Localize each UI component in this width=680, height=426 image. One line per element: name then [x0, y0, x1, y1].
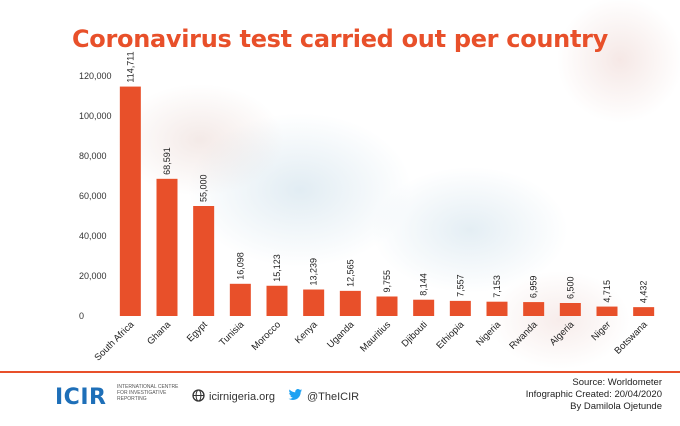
bar	[193, 206, 215, 316]
bar	[413, 299, 435, 316]
twitter-handle: @TheICIR	[307, 390, 360, 403]
source-text: Source: Worldometer	[572, 377, 662, 388]
chart-title: Coronavirus test carried out per country	[71, 25, 609, 53]
icir-logo: ICIR	[55, 385, 106, 410]
bars: 114,711 68,591 55,000 16,098 15,123 13,239 12,…	[119, 51, 655, 316]
y-tick-label: 0	[79, 311, 84, 321]
bar	[376, 296, 398, 316]
data-label: 15,123	[272, 254, 282, 282]
x-tick-label: Tunisia	[217, 319, 247, 349]
bar	[486, 301, 508, 316]
data-label: 9,755	[382, 270, 392, 293]
bar	[119, 86, 141, 316]
bar-chart: 020,00040,00060,00080,000100,000120,000 …	[79, 51, 655, 364]
y-axis: 0 20,000 40,000 60,000 80,000 100,000 120,000	[79, 71, 112, 321]
data-label: 6,500	[565, 276, 575, 299]
bar	[266, 285, 288, 316]
bar	[303, 289, 325, 316]
bar	[596, 306, 618, 316]
x-tick-label: Uganda	[325, 319, 357, 351]
data-label: 68,591	[162, 147, 172, 175]
bar	[229, 283, 251, 316]
y-tick-label: 80,000	[79, 151, 107, 161]
bar	[449, 300, 471, 316]
x-tick-label: Djibouti	[400, 319, 430, 349]
org-name: International Centre for Investigative R…	[117, 384, 179, 402]
x-tick-label: Mauritius	[358, 319, 393, 354]
data-label: 4,432	[639, 281, 649, 304]
data-label: 6,959	[529, 276, 539, 299]
bar	[559, 303, 581, 316]
y-tick-label: 120,000	[79, 71, 112, 81]
twitter-icon	[288, 389, 303, 404]
data-label: 7,153	[492, 275, 502, 298]
source-block: Source: Worldometer Infographic Created:…	[526, 377, 662, 413]
x-tick-label: Egypt	[185, 319, 210, 344]
data-label: 8,144	[419, 273, 429, 296]
globe-icon	[192, 389, 205, 405]
bar	[523, 302, 545, 316]
x-tick-label: Rwanda	[507, 319, 540, 352]
website-text: icirnigeria.org	[209, 391, 276, 403]
x-tick-label: Algeria	[548, 319, 577, 348]
x-tick-label: Kenya	[293, 319, 320, 346]
x-tick-label: Ghana	[145, 319, 173, 347]
data-label: 12,565	[345, 259, 355, 287]
bar	[339, 290, 361, 316]
created-text: Infographic Created: 20/04/2020	[525, 389, 662, 400]
y-tick-label: 40,000	[79, 231, 107, 241]
logo-text: ICIR	[55, 385, 107, 410]
data-label: 16,098	[235, 252, 245, 280]
x-tick-label: Botswana	[612, 319, 650, 357]
x-tick-label: Nigeria	[474, 319, 504, 349]
author-text: By Damilola Ojetunde	[570, 401, 662, 412]
data-label: 7,557	[455, 274, 465, 297]
y-tick-label: 60,000	[79, 191, 107, 201]
x-axis: South Africa Ghana Egypt Tunisia Morocco Keny…	[92, 319, 650, 364]
footer-divider	[0, 371, 680, 373]
y-tick-label: 100,000	[79, 111, 112, 121]
bar	[633, 307, 655, 316]
data-label: 4,715	[602, 280, 612, 303]
twitter-link[interactable]: @TheICIR	[288, 389, 359, 404]
website-link[interactable]: icirnigeria.org	[192, 389, 275, 405]
data-label: 114,711	[125, 51, 135, 82]
x-tick-label: Ethiopia	[434, 319, 467, 352]
bar	[156, 178, 178, 316]
x-tick-label: South Africa	[92, 319, 137, 364]
x-tick-label: Morocco	[250, 319, 284, 353]
x-tick-label: Niger	[589, 319, 613, 343]
data-label: 13,239	[309, 258, 319, 286]
data-label: 55,000	[199, 174, 209, 202]
y-tick-label: 20,000	[79, 271, 107, 281]
